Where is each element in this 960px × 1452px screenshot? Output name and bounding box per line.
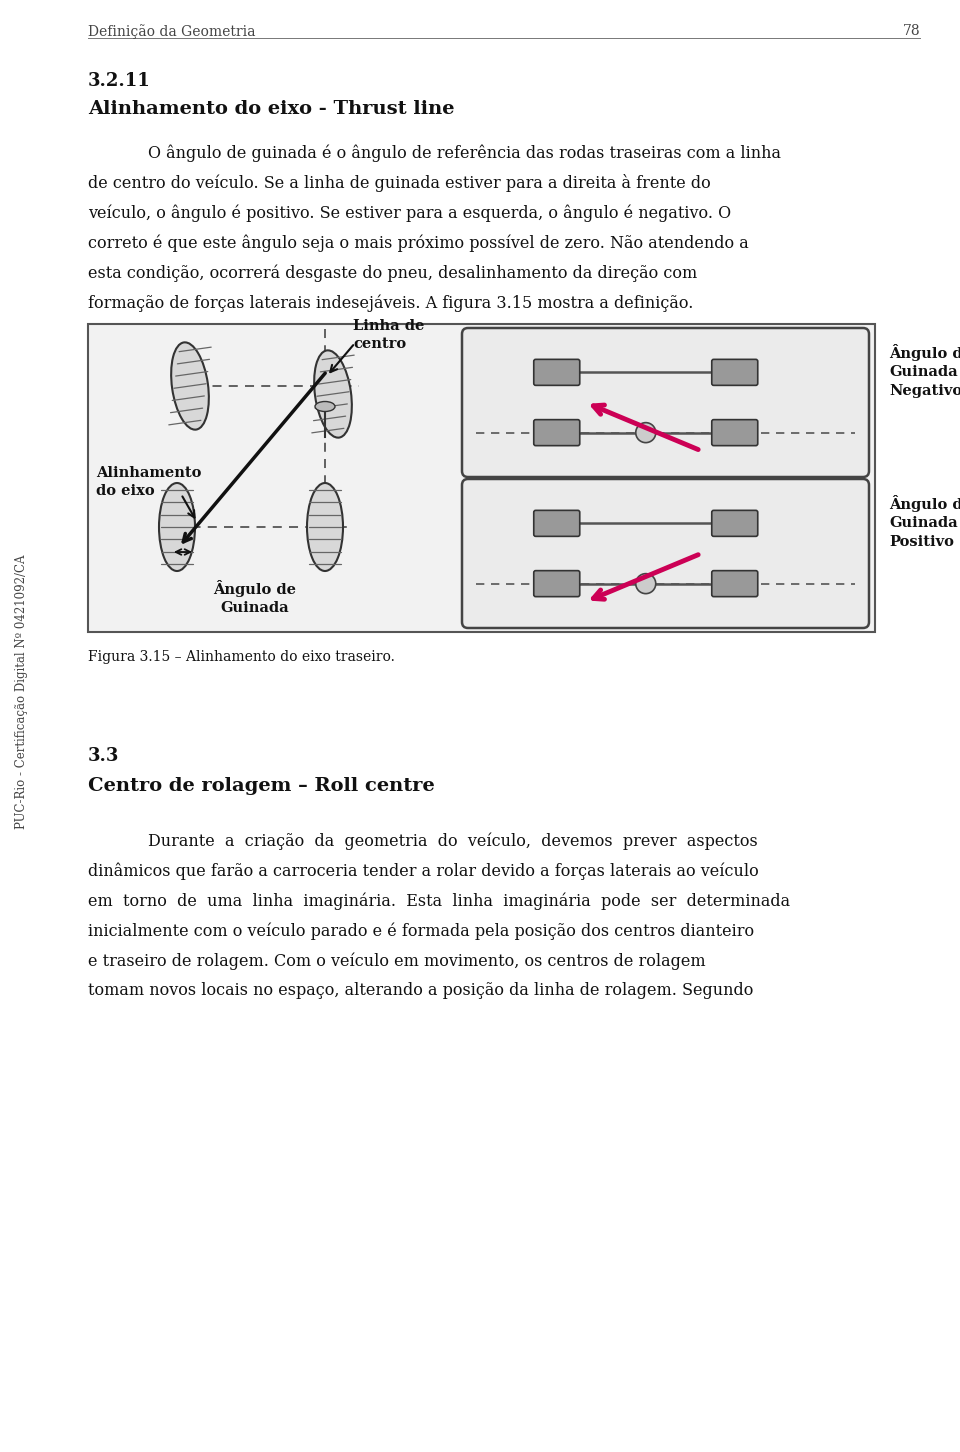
Ellipse shape [171,343,209,430]
Text: formação de forças laterais indesejáveis. A figura 3.15 mostra a definição.: formação de forças laterais indesejáveis… [88,293,693,312]
FancyBboxPatch shape [534,420,580,446]
Text: 3.3: 3.3 [88,746,119,765]
FancyBboxPatch shape [534,510,580,536]
Text: Alinhamento
do eixo: Alinhamento do eixo [96,466,202,498]
Text: Linha de
centro: Linha de centro [353,318,424,351]
FancyBboxPatch shape [534,571,580,597]
Text: Ângulo de
Guinada
Negativo: Ângulo de Guinada Negativo [889,344,960,398]
FancyBboxPatch shape [462,328,869,478]
Text: correto é que este ângulo seja o mais próximo possível de zero. Não atendendo a: correto é que este ângulo seja o mais pr… [88,234,749,251]
Text: esta condição, ocorrerá desgaste do pneu, desalinhamento da direção com: esta condição, ocorrerá desgaste do pneu… [88,264,697,282]
Text: tomam novos locais no espaço, alterando a posição da linha de rolagem. Segundo: tomam novos locais no espaço, alterando … [88,982,754,999]
Ellipse shape [159,484,195,571]
Text: e traseiro de rolagem. Com o veículo em movimento, os centros de rolagem: e traseiro de rolagem. Com o veículo em … [88,953,706,970]
Text: Definição da Geometria: Definição da Geometria [88,25,255,39]
Ellipse shape [315,402,335,411]
FancyBboxPatch shape [711,510,757,536]
Text: 78: 78 [902,25,920,38]
Text: em  torno  de  uma  linha  imaginária.  Esta  linha  imaginária  pode  ser  dete: em torno de uma linha imaginária. Esta l… [88,892,790,909]
Circle shape [636,423,656,443]
Text: 3.2.11: 3.2.11 [88,73,151,90]
Text: Ângulo de
Guinada: Ângulo de Guinada [213,579,297,616]
Text: de centro do veículo. Se a linha de guinada estiver para a direita à frente do: de centro do veículo. Se a linha de guin… [88,174,710,192]
Text: Alinhamento do eixo - Thrust line: Alinhamento do eixo - Thrust line [88,100,454,118]
Text: Figura 3.15 – Alinhamento do eixo traseiro.: Figura 3.15 – Alinhamento do eixo trasei… [88,650,395,664]
Text: dinâmicos que farão a carroceria tender a rolar devido a forças laterais ao veíc: dinâmicos que farão a carroceria tender … [88,862,758,880]
FancyBboxPatch shape [711,571,757,597]
Ellipse shape [307,484,343,571]
Text: Centro de rolagem – Roll centre: Centro de rolagem – Roll centre [88,777,435,796]
Text: Durante  a  criação  da  geometria  do  veículo,  devemos  prever  aspectos: Durante a criação da geometria do veícul… [148,832,757,849]
Circle shape [636,574,656,594]
Text: O ângulo de guinada é o ângulo de referência das rodas traseiras com a linha: O ângulo de guinada é o ângulo de referê… [148,144,781,161]
Text: PUC-Rio - Certificação Digital Nº 0421092/CA: PUC-Rio - Certificação Digital Nº 042109… [15,555,29,829]
FancyBboxPatch shape [534,359,580,385]
FancyBboxPatch shape [462,479,869,629]
FancyBboxPatch shape [711,420,757,446]
Text: Ângulo de
Guinada
Positivo: Ângulo de Guinada Positivo [889,495,960,549]
Ellipse shape [314,350,352,437]
FancyBboxPatch shape [711,359,757,385]
Bar [88,324,875,632]
Text: veículo, o ângulo é positivo. Se estiver para a esquerda, o ângulo é negativo. O: veículo, o ângulo é positivo. Se estiver… [88,203,732,222]
Text: inicialmente com o veículo parado e é formada pela posição dos centros dianteiro: inicialmente com o veículo parado e é fo… [88,922,755,939]
